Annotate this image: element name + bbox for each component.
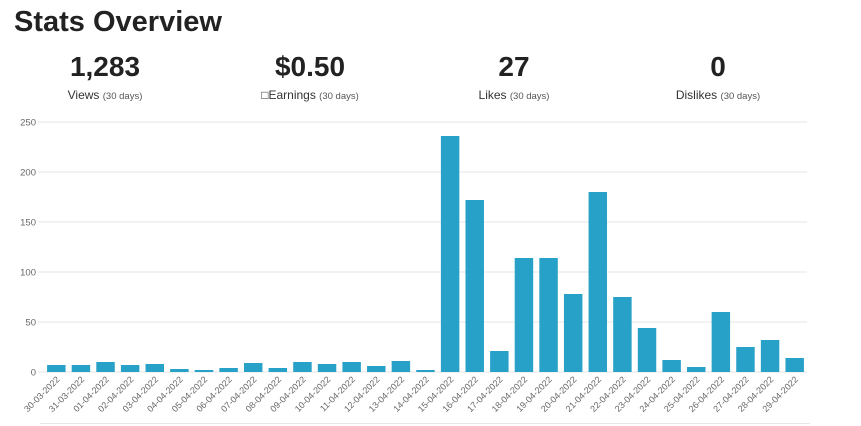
bar (317, 364, 337, 372)
bar (760, 340, 780, 372)
bar (563, 294, 583, 372)
y-tick-label: 50 (25, 318, 36, 329)
bar (120, 365, 140, 372)
views-period: (30 days) (102, 91, 143, 102)
bar (293, 362, 312, 372)
bar (711, 312, 731, 372)
bar (785, 358, 804, 372)
bar (465, 200, 484, 372)
stat-views: 1,283 Views (30 days) (0, 48, 210, 106)
dislikes-value: 0 (710, 51, 726, 82)
likes-label: Likes (30 days) (409, 86, 619, 106)
y-tick-label: 100 (20, 268, 36, 279)
bar (637, 328, 657, 372)
y-tick-label: 0 (31, 368, 36, 379)
bar (47, 365, 66, 372)
dislikes-label-text: Dislikes (675, 88, 718, 102)
bar (539, 258, 558, 372)
bar (194, 370, 214, 372)
bar (367, 366, 386, 372)
bar (71, 365, 91, 372)
likes-label-text: Likes (478, 88, 507, 102)
bar (391, 361, 411, 372)
bar (687, 367, 706, 372)
page-title: Stats Overview (14, 6, 222, 38)
stat-earnings: $0.50 □Earnings (30 days) (205, 48, 415, 106)
dislikes-period: (30 days) (720, 91, 761, 102)
bar (342, 362, 361, 372)
bar (736, 347, 755, 372)
earnings-label-text: □Earnings (261, 88, 316, 102)
views-label-text: Views (67, 88, 100, 102)
bar (243, 363, 263, 372)
likes-value: 27 (498, 51, 530, 82)
views-bar-chart: 05010015020025030-03-202231-03-202201-04… (20, 118, 807, 414)
views-value: 1,283 (69, 51, 141, 82)
stat-dislikes: 0 Dislikes (30 days) (613, 48, 823, 106)
bar (416, 370, 435, 372)
bar (662, 360, 681, 372)
bar (268, 368, 288, 372)
bottom-divider (40, 423, 810, 424)
bar (514, 258, 534, 372)
stat-likes: 27 Likes (30 days) (409, 48, 619, 106)
bar (490, 351, 509, 372)
bar (219, 368, 238, 372)
stats-summary: 1,283 Views (30 days) $0.50 □Earnings (3… (0, 48, 861, 112)
views-label: Views (30 days) (0, 86, 210, 106)
bar (613, 297, 632, 372)
likes-period: (30 days) (509, 91, 550, 102)
earnings-value: $0.50 (274, 51, 346, 82)
dislikes-label: Dislikes (30 days) (613, 86, 823, 106)
earnings-period: (30 days) (319, 91, 359, 102)
bar (145, 364, 164, 372)
bar (96, 362, 115, 372)
y-tick-label: 150 (20, 218, 36, 229)
y-tick-label: 200 (20, 168, 36, 179)
bar (170, 369, 189, 372)
earnings-label: □Earnings (30 days) (205, 86, 415, 106)
bar (440, 136, 460, 372)
y-tick-label: 250 (20, 118, 36, 129)
bar (588, 192, 608, 372)
